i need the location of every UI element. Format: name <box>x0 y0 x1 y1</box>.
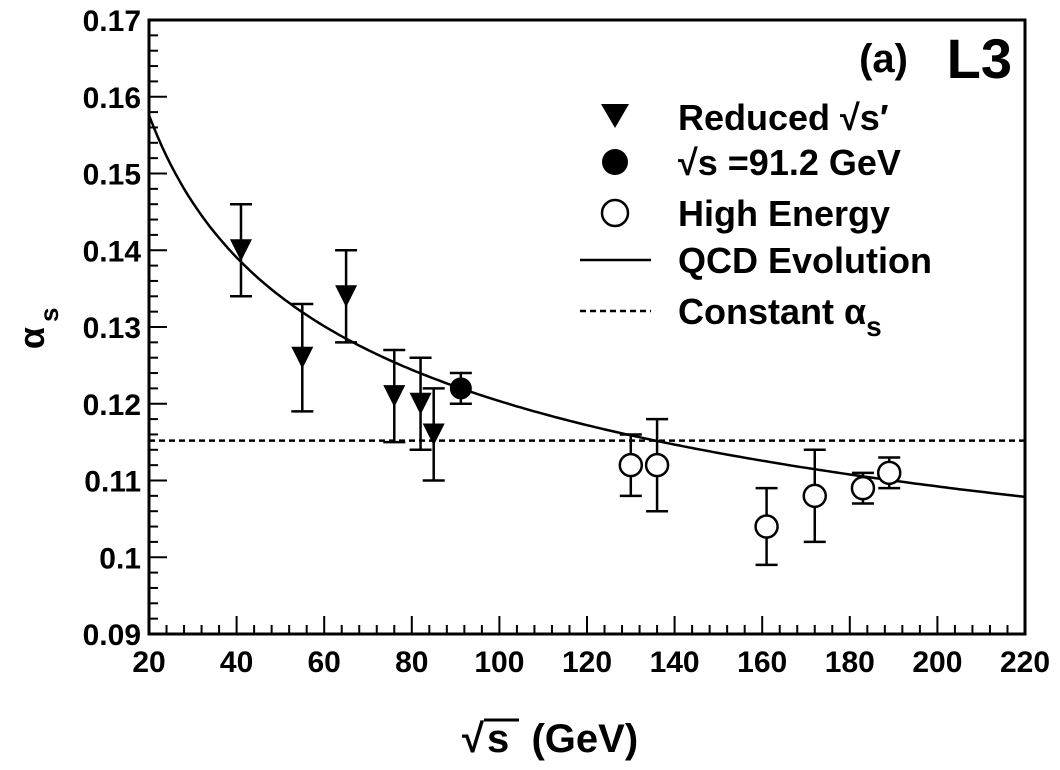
y-tick-label: 0.12 <box>83 389 141 422</box>
x-tick-label: 40 <box>220 646 253 679</box>
y-axis-title: α s <box>11 308 64 350</box>
triangle-down-marker <box>335 285 358 308</box>
legend: Reduced √s′ √s =91.2 GeV High Energy QCD… <box>580 97 932 342</box>
plot-frame <box>147 18 1027 636</box>
triangle-down-marker <box>422 423 445 446</box>
legend-filled-circle-marker <box>602 149 628 175</box>
legend-open-circle-marker <box>600 198 630 228</box>
panel-label: (a) <box>859 37 908 81</box>
x-axis-radical: √ <box>462 717 485 761</box>
x-tick-labels: 20 40 60 80 100 120 140 160 180 200 220 <box>132 646 1050 679</box>
x-tick-label: 120 <box>562 646 612 679</box>
open-circle-marker <box>850 475 876 501</box>
triangle-down-marker <box>383 385 406 408</box>
x-axis-label-text: s (GeV) <box>487 717 638 761</box>
legend-triangle-down-marker <box>601 104 629 128</box>
x-tick-label: 100 <box>474 646 524 679</box>
open-circle-marker <box>644 452 670 478</box>
y-axis-symbol: α <box>11 327 52 349</box>
legend-label-z-pole: √s =91.2 GeV <box>678 142 901 183</box>
axis-ticks <box>148 19 1026 635</box>
experiment-label: L3 <box>947 27 1012 90</box>
x-tick-label: 200 <box>912 646 962 679</box>
filled-circle-marker <box>449 377 472 400</box>
y-tick-label: 0.11 <box>84 466 141 499</box>
x-tick-label: 220 <box>1000 646 1050 679</box>
data-markers <box>229 239 902 539</box>
x-tick-label: 180 <box>825 646 875 679</box>
triangle-down-marker <box>229 239 252 262</box>
y-tick-label: 0.16 <box>83 82 141 115</box>
y-tick-label: 0.14 <box>83 235 142 268</box>
open-circle-marker <box>802 483 828 509</box>
y-tick-labels: 0.09 0.1 0.11 0.12 0.13 0.14 0.15 0.16 0.17 <box>83 5 142 652</box>
y-tick-label: 0.13 <box>83 312 141 345</box>
y-tick-label: 0.15 <box>83 159 141 192</box>
y-axis-subscript: s <box>34 308 64 322</box>
legend-label-qcd: QCD Evolution <box>678 240 932 281</box>
y-tick-label: 0.09 <box>83 619 141 652</box>
open-circle-marker <box>618 452 644 478</box>
y-tick-label: 0.17 <box>83 5 141 38</box>
legend-constant-subscript: s <box>866 311 882 342</box>
x-tick-label: 160 <box>737 646 787 679</box>
legend-constant-text: Constant α <box>678 291 866 332</box>
x-axis-title: √ s (GeV) <box>462 717 638 761</box>
triangle-down-marker <box>291 346 314 369</box>
legend-label-reduced: Reduced √s′ <box>678 97 888 138</box>
open-circle-marker <box>754 514 779 539</box>
open-circle-marker <box>876 460 902 486</box>
triangle-down-marker <box>409 392 432 415</box>
x-tick-label: 140 <box>650 646 700 679</box>
legend-label-high-energy: High Energy <box>678 193 890 234</box>
x-tick-label: 20 <box>132 646 165 679</box>
x-tick-label: 60 <box>308 646 341 679</box>
legend-label-constant: Constant αs <box>678 291 882 342</box>
y-tick-label: 0.1 <box>99 542 141 575</box>
x-tick-label: 80 <box>395 646 428 679</box>
